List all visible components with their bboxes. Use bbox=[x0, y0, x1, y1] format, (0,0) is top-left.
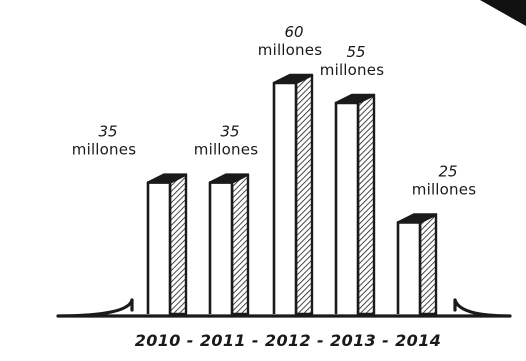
data-label-number: 55 bbox=[346, 43, 365, 61]
data-label-unit: millones bbox=[412, 180, 476, 198]
bar-side-face bbox=[168, 173, 188, 316]
bar-2012 bbox=[272, 73, 314, 316]
bar-2013 bbox=[334, 93, 376, 316]
bar-2010 bbox=[146, 173, 188, 316]
bar-2011 bbox=[208, 173, 250, 316]
data-label-unit: millones bbox=[72, 141, 136, 159]
corner-shape bbox=[480, 0, 526, 26]
bar-side-face bbox=[356, 93, 376, 316]
bar-side-face bbox=[230, 173, 250, 316]
bar-side-face bbox=[418, 213, 438, 316]
bar-front-face bbox=[334, 101, 360, 314]
baseline bbox=[56, 298, 512, 318]
bars bbox=[146, 73, 438, 316]
bar-front-face bbox=[146, 181, 172, 314]
bar-front-face bbox=[272, 81, 298, 314]
bar-front-face bbox=[208, 181, 234, 314]
bar-side-face bbox=[294, 73, 314, 316]
data-label-unit: millones bbox=[258, 41, 322, 59]
bar-front-face bbox=[396, 221, 422, 314]
data-label-number: 25 bbox=[438, 162, 457, 180]
x-axis-years: 2010 - 2011 - 2012 - 2013 - 2014 bbox=[135, 331, 442, 350]
data-label-number: 35 bbox=[98, 123, 117, 141]
data-label-unit: millones bbox=[194, 141, 258, 159]
data-label-unit: millones bbox=[320, 61, 384, 79]
bar-2014 bbox=[396, 213, 438, 316]
data-label-number: 60 bbox=[284, 23, 303, 41]
data-label-number: 35 bbox=[220, 123, 239, 141]
